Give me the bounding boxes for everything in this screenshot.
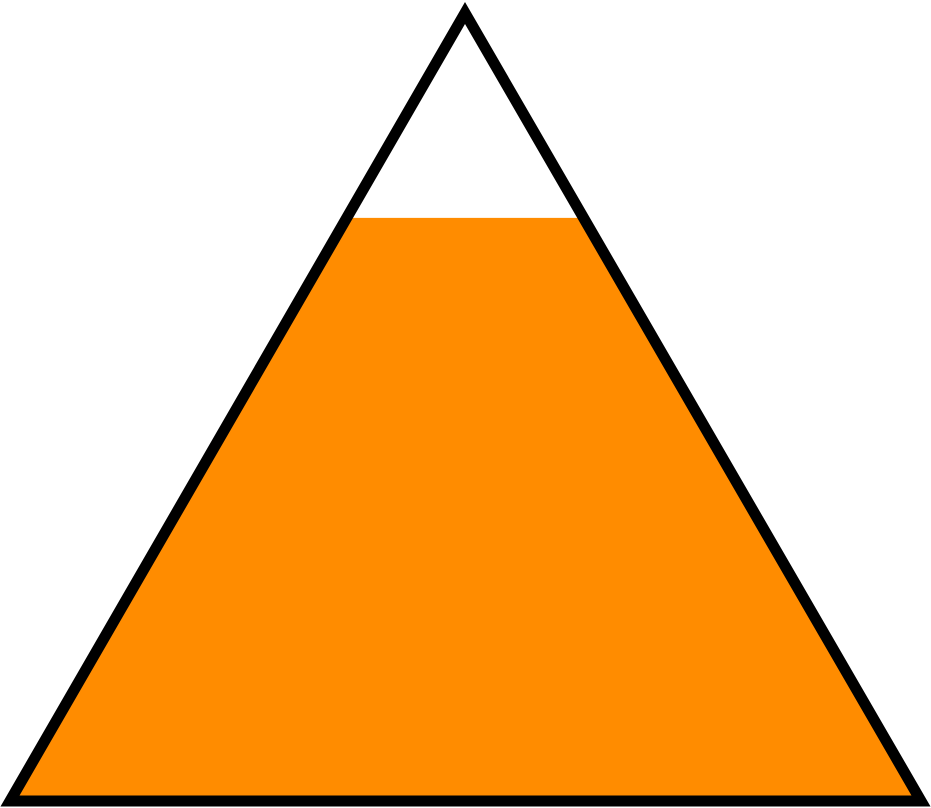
triangle-fill-level	[10, 217, 921, 801]
